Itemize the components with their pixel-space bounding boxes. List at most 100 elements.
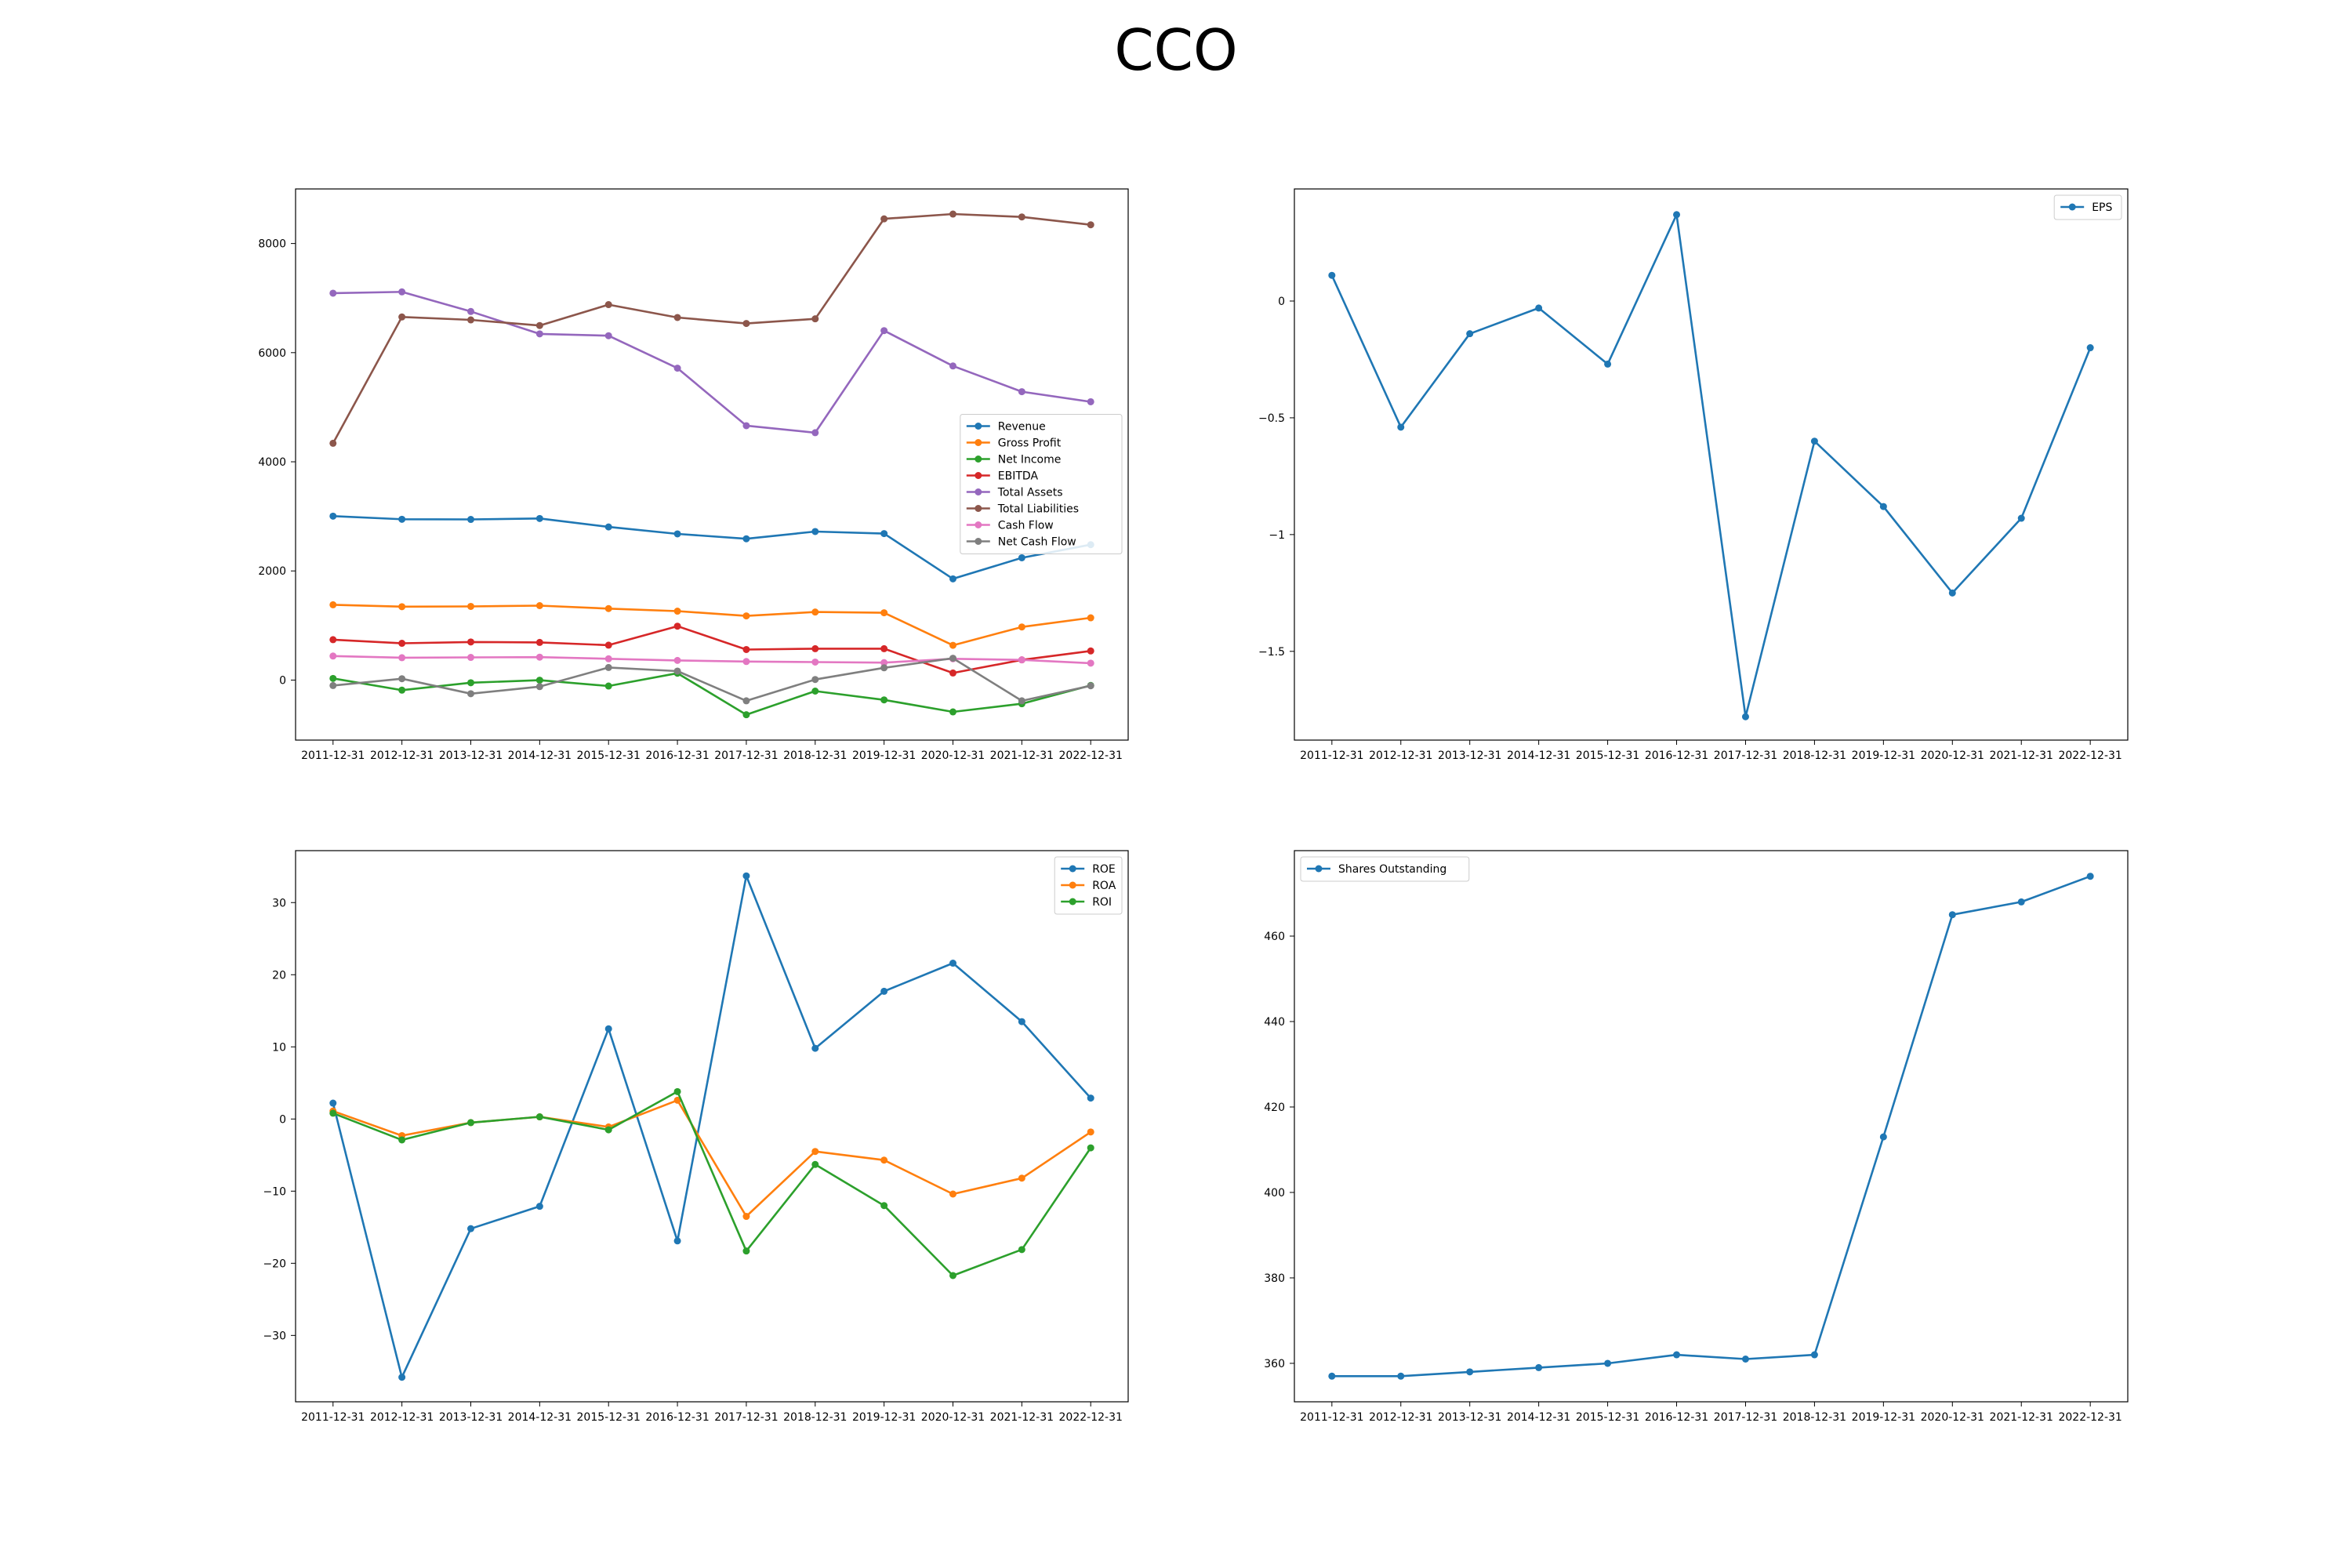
y-tick-label: −20 — [263, 1258, 286, 1270]
data-point-roa — [949, 1190, 956, 1198]
data-point-gross-profit — [1087, 614, 1094, 622]
data-point-cash-flow — [535, 653, 543, 661]
data-point-ebitda — [949, 669, 956, 677]
x-tick-label: 2012-12-31 — [1369, 750, 1432, 762]
x-tick-label: 2019-12-31 — [852, 750, 916, 762]
data-point-roi — [673, 1087, 681, 1095]
legend-marker-shares-outstanding — [1315, 865, 1323, 873]
legend-label-total-assets: Total Assets — [997, 487, 1063, 499]
legend-label-roe: ROE — [1092, 863, 1116, 876]
data-point-roi — [742, 1247, 750, 1255]
data-point-eps — [2086, 344, 2094, 352]
data-point-cash-flow — [604, 655, 612, 662]
data-point-cash-flow — [880, 659, 888, 666]
data-point-net-cash-flow — [604, 663, 612, 671]
y-tick-label: 380 — [1264, 1272, 1285, 1285]
data-point-roa — [811, 1148, 819, 1156]
series-line-net-income — [332, 672, 1091, 716]
legend-box — [960, 414, 1123, 554]
legend-marker-net-cash-flow — [975, 538, 982, 545]
y-tick-label: 460 — [1264, 931, 1285, 943]
data-point-roe — [398, 1374, 406, 1381]
data-point-ebitda — [673, 622, 681, 630]
data-point-ebitda — [535, 638, 543, 646]
legend-label-total-liabilities: Total Liabilities — [997, 503, 1079, 516]
x-tick-label: 2016-12-31 — [1645, 750, 1708, 762]
y-tick-label: 440 — [1264, 1016, 1285, 1029]
y-tick-label: 0 — [279, 674, 286, 687]
data-point-eps — [1397, 423, 1405, 431]
data-point-shares-outstanding — [1535, 1363, 1543, 1371]
data-point-gross-profit — [880, 609, 888, 617]
data-point-gross-profit — [949, 641, 956, 649]
data-point-net-cash-flow — [1087, 682, 1094, 690]
data-point-net-cash-flow — [673, 667, 681, 675]
data-point-gross-profit — [673, 608, 681, 615]
data-point-revenue — [329, 512, 337, 520]
y-tick-label: −10 — [263, 1185, 286, 1198]
y-tick-label: 2000 — [258, 565, 286, 578]
data-point-revenue — [467, 516, 475, 524]
data-point-ebitda — [329, 636, 337, 644]
data-point-roi — [880, 1202, 888, 1210]
x-tick-label: 2018-12-31 — [783, 1411, 847, 1424]
x-tick-label: 2013-12-31 — [439, 750, 503, 762]
data-point-roa — [1018, 1174, 1025, 1182]
y-tick-label: 420 — [1264, 1102, 1285, 1114]
y-tick-label: 30 — [272, 897, 286, 909]
y-tick-label: 20 — [272, 969, 286, 982]
y-tick-label: −1.5 — [1258, 646, 1285, 659]
chart-financials: 2011-12-31 2012-12-31 2013-12-31 2014-12-31… — [258, 188, 1129, 762]
data-point-total-assets — [673, 365, 681, 372]
data-point-total-assets — [1018, 388, 1025, 396]
series-line-roe — [332, 874, 1092, 1378]
data-point-net-cash-flow — [880, 664, 888, 672]
x-tick-label: 2017-12-31 — [714, 1411, 778, 1424]
legend-marker-roi — [1069, 898, 1076, 906]
x-tick-label: 2015-12-31 — [1576, 1411, 1639, 1424]
data-point-roi — [467, 1119, 475, 1127]
data-point-shares-outstanding — [1879, 1133, 1887, 1141]
x-tick-label: 2018-12-31 — [783, 750, 847, 762]
data-point-net-cash-flow — [329, 681, 337, 689]
data-point-cash-flow — [742, 658, 750, 666]
data-point-roe — [1018, 1018, 1025, 1025]
data-point-eps — [2017, 514, 2025, 522]
data-point-total-assets — [535, 330, 543, 338]
data-point-roe — [673, 1237, 681, 1245]
x-tick-label: 2014-12-31 — [508, 750, 572, 762]
data-point-gross-profit — [329, 601, 337, 608]
series-line-cash-flow — [332, 655, 1091, 665]
data-point-cash-flow — [1018, 656, 1025, 664]
data-point-revenue — [1018, 554, 1025, 561]
data-point-shares-outstanding — [1810, 1351, 1818, 1359]
data-point-total-assets — [1087, 397, 1094, 405]
data-point-shares-outstanding — [1741, 1356, 1749, 1363]
data-point-roe — [1087, 1094, 1094, 1102]
data-point-total-liabilities — [811, 315, 819, 323]
data-point-net-cash-flow — [1018, 697, 1025, 705]
x-tick-label: 2016-12-31 — [1645, 1411, 1708, 1424]
data-point-eps — [1328, 271, 1336, 279]
data-point-cash-flow — [467, 654, 475, 662]
data-point-net-income — [742, 711, 750, 719]
y-tick-label: −30 — [263, 1330, 286, 1342]
data-point-roe — [811, 1044, 819, 1052]
x-tick-label: 2013-12-31 — [1438, 750, 1501, 762]
data-point-roi — [1087, 1144, 1094, 1152]
x-tick-label: 2016-12-31 — [645, 750, 709, 762]
data-point-eps — [1879, 503, 1887, 510]
data-point-cash-flow — [398, 654, 406, 662]
y-tick-label: 6000 — [258, 347, 286, 360]
x-tick-label: 2021-12-31 — [990, 1411, 1054, 1424]
data-point-net-income — [604, 682, 612, 690]
data-point-cash-flow — [673, 656, 681, 664]
data-point-total-assets — [949, 362, 956, 370]
data-point-eps — [1604, 360, 1612, 368]
legend-marker-roa — [1069, 881, 1076, 889]
legend-marker-total-liabilities — [975, 505, 982, 512]
data-point-roi — [604, 1126, 612, 1134]
x-tick-label: 2014-12-31 — [508, 1411, 572, 1424]
data-point-cash-flow — [811, 658, 819, 666]
